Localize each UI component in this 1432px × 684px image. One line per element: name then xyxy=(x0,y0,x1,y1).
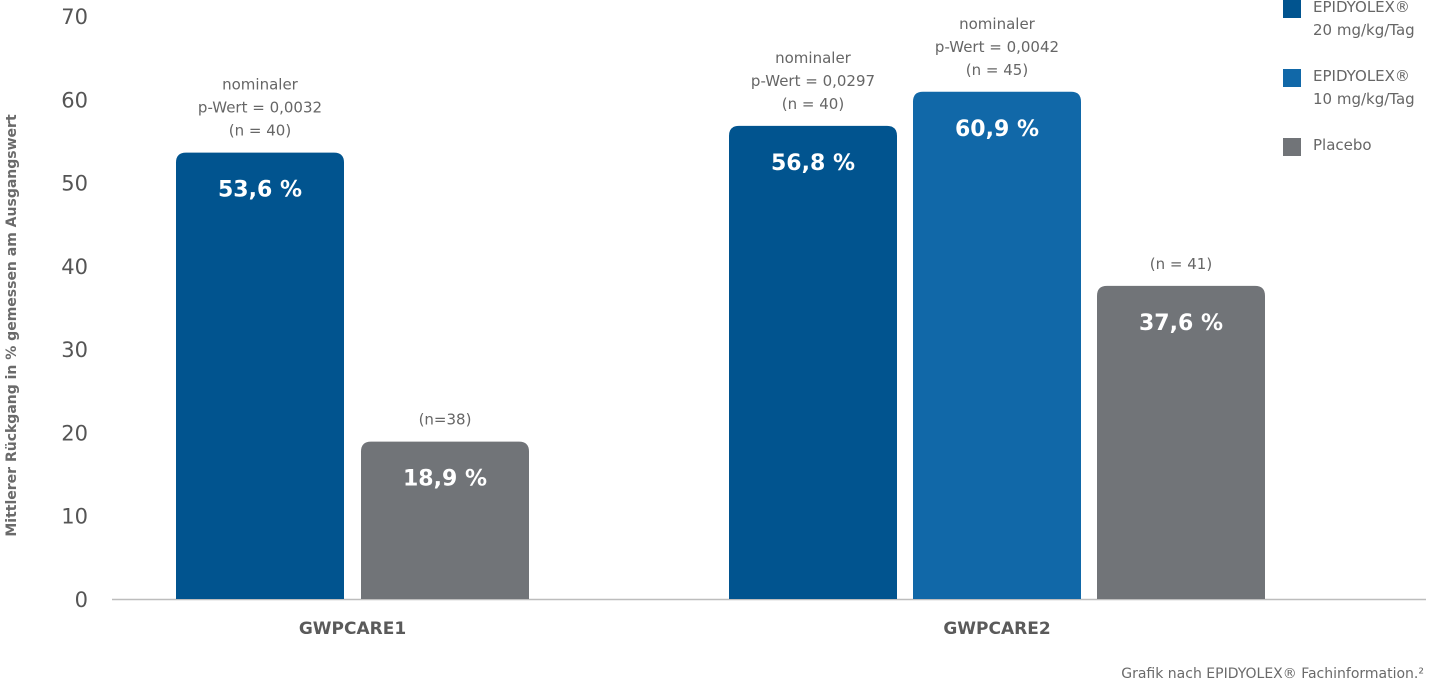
y-tick-label-20: 20 xyxy=(61,421,88,445)
bar-annotation-line: nominaler xyxy=(959,15,1036,33)
legend-10mg-line1: EPIDYOLEX® xyxy=(1313,67,1410,85)
y-tick-label-60: 60 xyxy=(61,88,88,112)
bar-value-label: 53,6 % xyxy=(218,178,302,203)
bar-value-label: 37,6 % xyxy=(1139,311,1223,336)
bar-annotation-line: p-Wert = 0,0297 xyxy=(751,72,875,90)
legend-swatch-20mg xyxy=(1283,0,1301,18)
legend-20mg-line2: 20 mg/kg/Tag xyxy=(1313,21,1415,39)
bar-annotation-line: (n = 45) xyxy=(966,61,1028,79)
y-tick-label-30: 30 xyxy=(61,338,88,362)
bar-gwpcare1-1 xyxy=(361,441,529,599)
legend-label-20mg: EPIDYOLEX® 20 mg/kg/Tag xyxy=(1313,0,1415,42)
bar-annotation-line: (n = 40) xyxy=(782,95,844,113)
bar-annotation-line: nominaler xyxy=(775,49,852,67)
y-tick-label-70: 70 xyxy=(61,5,88,29)
group-label-gwpcare1: GWPCARE1 xyxy=(299,619,406,639)
bar-gwpcare1-0 xyxy=(176,152,344,600)
bar-value-label: 18,9 % xyxy=(403,467,487,492)
bar-value-label: 60,9 % xyxy=(955,117,1039,142)
bar-annotation-line: (n = 40) xyxy=(229,122,291,140)
bar-gwpcare2-0 xyxy=(729,125,897,600)
y-tick-label-40: 40 xyxy=(61,255,88,279)
legend-swatch-10mg xyxy=(1283,69,1301,87)
legend-10mg-line2: 10 mg/kg/Tag xyxy=(1313,90,1415,108)
y-axis-title: Mittlerer Rückgang in % gemessen am Ausg… xyxy=(4,114,20,537)
bar-annotation-line: nominaler xyxy=(222,76,299,94)
legend-label-10mg: EPIDYOLEX® 10 mg/kg/Tag xyxy=(1313,65,1415,111)
bar-gwpcare2-1 xyxy=(913,91,1081,599)
legend-label-placebo: Placebo xyxy=(1313,134,1372,157)
bar-value-label: 56,8 % xyxy=(771,151,855,176)
y-tick-label-0: 0 xyxy=(75,588,88,612)
legend-20mg-line1: EPIDYOLEX® xyxy=(1313,0,1410,16)
bar-gwpcare2-2 xyxy=(1097,285,1265,599)
bar-annotation-line: (n=38) xyxy=(419,411,472,429)
y-tick-label-50: 50 xyxy=(61,172,88,196)
bar-annotation-line: p-Wert = 0,0042 xyxy=(935,38,1059,56)
group-label-gwpcare2: GWPCARE2 xyxy=(943,619,1050,639)
source-footnote: Grafik nach EPIDYOLEX® Fachinformation.² xyxy=(1121,666,1424,682)
legend-swatch-placebo xyxy=(1283,138,1301,156)
y-tick-label-10: 10 xyxy=(61,505,88,529)
bar-annotation-line: p-Wert = 0,0032 xyxy=(198,99,322,117)
legend-placebo-line1: Placebo xyxy=(1313,136,1372,154)
bar-annotation-line: (n = 41) xyxy=(1150,255,1212,273)
